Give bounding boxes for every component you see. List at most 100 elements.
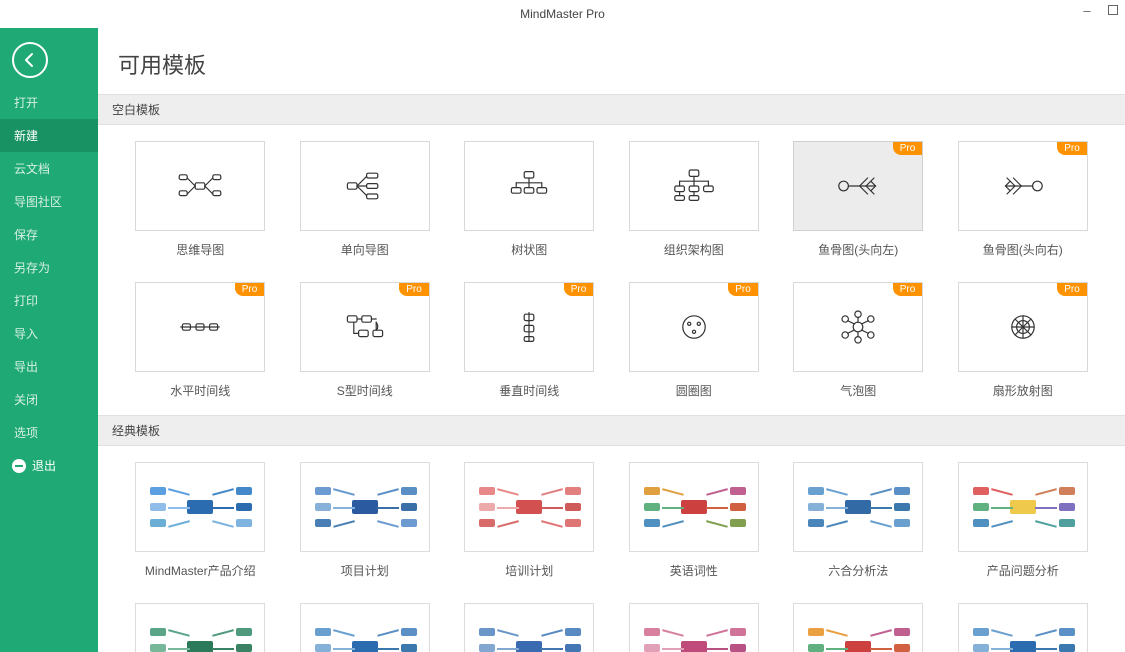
pro-badge: Pro <box>1057 283 1087 296</box>
template-label: 英语词性 <box>670 562 718 579</box>
template-card[interactable]: Pro S型时间线 <box>283 274 448 415</box>
template-card[interactable]: 组织架构图 <box>612 133 777 274</box>
template-card[interactable]: 六合分析法 <box>776 454 941 595</box>
template-label: 扇形放射图 <box>993 382 1053 399</box>
template-preview <box>629 462 759 552</box>
sidebar-item-label: 退出 <box>32 457 56 474</box>
pro-badge: Pro <box>893 283 923 296</box>
sidebar-item-关闭[interactable]: 关闭 <box>0 383 98 416</box>
template-label: 鱼骨图(头向左) <box>818 241 898 258</box>
sidebar-item-label: 保存 <box>14 228 38 242</box>
sidebar-item-云文档[interactable]: 云文档 <box>0 152 98 185</box>
content-area: 可用模板 空白模板思维导图 单向导图 树状图 组织架构图 Pro 鱼骨图(头向左) Pro 鱼… <box>98 28 1125 652</box>
template-card[interactable]: Pro 垂直时间线 <box>447 274 612 415</box>
template-card[interactable]: 《这样读书就够了》思... <box>118 595 283 652</box>
sidebar-item-另存为[interactable]: 另存为 <box>0 251 98 284</box>
template-card[interactable]: MindMaster产品介绍 <box>118 454 283 595</box>
sidebar-item-label: 导出 <box>14 360 38 374</box>
template-card[interactable]: 培训计划 <box>447 454 612 595</box>
sidebar: 打开新建云文档导图社区保存另存为打印导入导出关闭选项 退出 <box>0 28 98 652</box>
title-bar: MindMaster Pro – <box>0 0 1125 28</box>
arrow-left-icon <box>21 51 39 69</box>
template-card[interactable]: 思维导图 <box>118 133 283 274</box>
template-thumb: Pro <box>464 282 594 372</box>
template-thumb: Pro <box>300 282 430 372</box>
sidebar-item-label: 打印 <box>14 294 38 308</box>
sidebar-item-导出[interactable]: 导出 <box>0 350 98 383</box>
pro-badge: Pro <box>1057 142 1087 155</box>
sidebar-item-打开[interactable]: 打开 <box>0 86 98 119</box>
template-preview <box>300 462 430 552</box>
pro-badge: Pro <box>235 283 265 296</box>
template-card[interactable]: 六顶思考帽 <box>776 595 941 652</box>
template-preview <box>958 603 1088 652</box>
template-preview <box>793 462 923 552</box>
template-grid: 思维导图单向导图树状图组织架构图Pro鱼骨图(头向左)Pro鱼骨图(头向右)Pr… <box>98 125 1125 415</box>
sidebar-item-label: 导图社区 <box>14 195 62 209</box>
template-card[interactable]: 产品问题分析 <box>941 454 1106 595</box>
window-controls: – <box>1081 4 1119 16</box>
template-thumb: Pro <box>629 282 759 372</box>
template-label: 组织架构图 <box>664 241 724 258</box>
template-thumb: Pro <box>958 141 1088 231</box>
template-card[interactable]: 树状图 <box>447 133 612 274</box>
template-label: 培训计划 <box>505 562 553 579</box>
template-card[interactable]: Pro 气泡图 <box>776 274 941 415</box>
section-header: 空白模板 <box>98 94 1125 125</box>
sidebar-item-打印[interactable]: 打印 <box>0 284 98 317</box>
template-label: 垂直时间线 <box>499 382 559 399</box>
exit-icon <box>12 459 26 473</box>
sidebar-item-导图社区[interactable]: 导图社区 <box>0 185 98 218</box>
template-label: 产品问题分析 <box>987 562 1059 579</box>
template-label: 项目计划 <box>341 562 389 579</box>
template-thumb: Pro <box>793 141 923 231</box>
template-card[interactable]: 风险管理 <box>941 595 1106 652</box>
template-label: 单向导图 <box>341 241 389 258</box>
template-card[interactable]: Pro 水平时间线 <box>118 274 283 415</box>
template-preview <box>793 603 923 652</box>
template-label: 鱼骨图(头向右) <box>983 241 1063 258</box>
sidebar-item-保存[interactable]: 保存 <box>0 218 98 251</box>
pro-badge: Pro <box>399 283 429 296</box>
template-label: 气泡图 <box>840 382 876 399</box>
template-preview <box>464 603 594 652</box>
template-card[interactable]: Pro 扇形放射图 <box>941 274 1106 415</box>
template-label: 水平时间线 <box>170 382 230 399</box>
sidebar-item-label: 选项 <box>14 426 38 440</box>
template-thumb <box>629 141 759 231</box>
template-preview <box>135 603 265 652</box>
maximize-button[interactable] <box>1107 4 1119 16</box>
template-card[interactable]: 股东特别大会 <box>283 595 448 652</box>
template-card[interactable]: Pro 鱼骨图(头向左) <box>776 133 941 274</box>
template-label: 树状图 <box>511 241 547 258</box>
template-thumb: Pro <box>958 282 1088 372</box>
template-label: S型时间线 <box>337 382 393 399</box>
template-card[interactable]: 单向导图 <box>283 133 448 274</box>
template-card[interactable]: 英语词性 <box>612 454 777 595</box>
pro-badge: Pro <box>564 283 594 296</box>
template-grid: MindMaster产品介绍项目计划 培训计划 英语词性 六合分析法产品问题分析《这样… <box>98 446 1125 652</box>
template-thumb: Pro <box>135 282 265 372</box>
minimize-button[interactable]: – <box>1081 4 1093 16</box>
sidebar-item-选项[interactable]: 选项 <box>0 416 98 449</box>
template-card[interactable]: 项目计划 <box>283 454 448 595</box>
sidebar-item-导入[interactable]: 导入 <box>0 317 98 350</box>
pro-badge: Pro <box>728 283 758 296</box>
template-card[interactable]: 组织商务活动 <box>447 595 612 652</box>
sidebar-item-label: 云文档 <box>14 162 50 176</box>
sidebar-item-exit[interactable]: 退出 <box>0 449 98 482</box>
template-preview <box>629 603 759 652</box>
sidebar-item-新建[interactable]: 新建 <box>0 119 98 152</box>
back-button[interactable] <box>12 42 48 78</box>
sidebar-item-label: 新建 <box>14 129 38 143</box>
template-label: 思维导图 <box>176 241 224 258</box>
template-card[interactable]: 案例研究 <box>612 595 777 652</box>
template-preview <box>300 603 430 652</box>
page-title: 可用模板 <box>98 28 1125 94</box>
template-thumb <box>464 141 594 231</box>
pro-badge: Pro <box>893 142 923 155</box>
template-card[interactable]: Pro 鱼骨图(头向右) <box>941 133 1106 274</box>
template-card[interactable]: Pro 圆圈图 <box>612 274 777 415</box>
template-label: 圆圈图 <box>676 382 712 399</box>
template-preview <box>464 462 594 552</box>
